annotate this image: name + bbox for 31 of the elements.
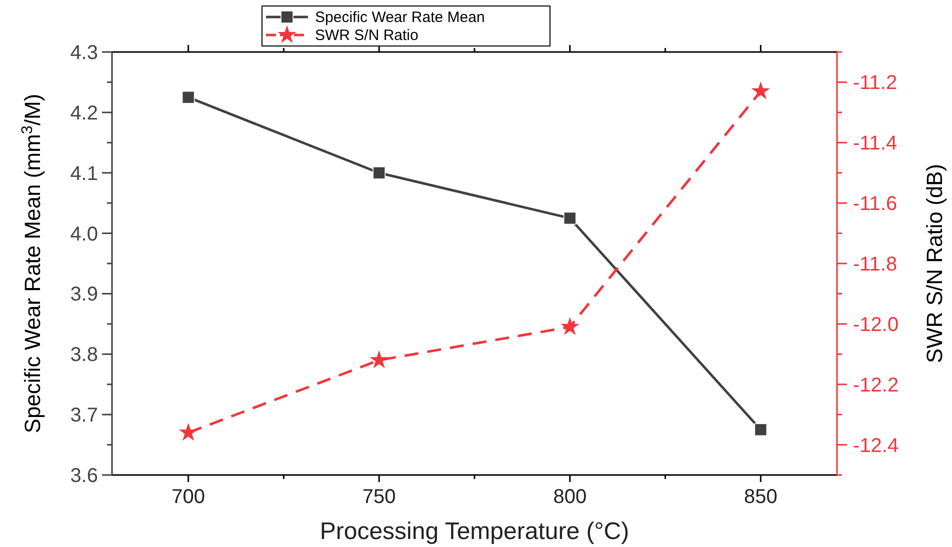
- y2-tick-label: -11.4: [853, 132, 898, 155]
- x-tick-label: 750: [362, 486, 396, 508]
- x-tick-label: 850: [744, 486, 778, 508]
- y-tick-label: 4.3: [70, 42, 98, 64]
- point: [370, 350, 389, 368]
- point: [754, 423, 768, 436]
- x-tick-label: 700: [172, 486, 206, 508]
- point: [372, 166, 386, 180]
- y-tick-label: 3.9: [70, 284, 98, 306]
- y-tick-label: 3.8: [70, 344, 98, 366]
- text: -12.0: [853, 314, 899, 336]
- text: 4.0: [70, 223, 98, 246]
- point: [182, 90, 195, 104]
- y2-tick-label: -12.2: [853, 374, 899, 396]
- x-axis-title: Processing Temperature (°C): [320, 518, 630, 545]
- y2-tick-label: -11.2: [853, 72, 898, 94]
- y-tick-label: 4.2: [70, 102, 98, 124]
- legend-label: SWR S/N Ratio: [315, 27, 418, 44]
- point: [751, 81, 770, 100]
- point: [560, 317, 580, 335]
- x-tick-label: 800: [553, 486, 587, 508]
- legend-label: Specific Wear Rate Mean: [315, 9, 485, 26]
- y-tick-label: 3.7: [70, 404, 98, 427]
- y2-tick-label: -11.8: [853, 254, 898, 276]
- y2-tick-label: -11.6: [853, 193, 898, 216]
- y-tick-label: 3.6: [70, 465, 98, 487]
- point: [563, 212, 576, 225]
- y2-tick-label: -12.4: [853, 434, 899, 457]
- y-tick-label: 4.1: [70, 162, 98, 185]
- point: [178, 422, 198, 441]
- y2-axis-title: SWR S/N Ratio (dB): [922, 164, 947, 364]
